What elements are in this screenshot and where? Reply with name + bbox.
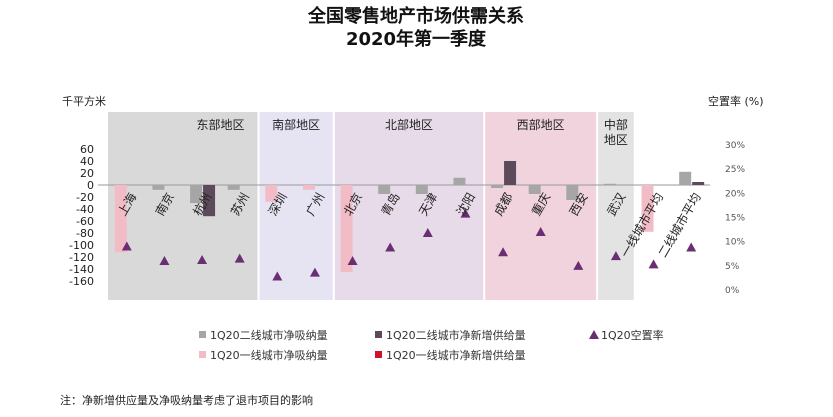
vacancy-marker	[197, 255, 208, 265]
bar	[453, 177, 466, 185]
legend-swatch	[375, 331, 382, 338]
bar	[114, 185, 127, 253]
bar	[302, 185, 315, 190]
vacancy-marker	[498, 247, 509, 257]
region-band	[108, 112, 259, 300]
vacancy-marker	[272, 271, 283, 281]
right-tick-label: 10%	[725, 238, 745, 248]
vacancy-marker	[648, 259, 659, 269]
legend: 1Q20二线城市净吸纳量 1Q20二线城市净新增供给量 1Q20空置率 1Q20一线城…	[199, 328, 664, 362]
vacancy-marker	[385, 242, 396, 252]
left-tick-label: -140	[69, 263, 94, 276]
left-tick-label: -80	[76, 227, 94, 240]
vacancy-marker	[309, 267, 320, 277]
vacancy-marker	[535, 227, 546, 236]
footnote: 注：净新增供应量及净吸纳量考虑了退市项目的影响	[60, 393, 313, 407]
right-tick-label: 15%	[725, 214, 745, 224]
bar-series	[114, 161, 705, 272]
right-tick-label: 25%	[725, 165, 745, 175]
vacancy-marker	[610, 251, 621, 261]
left-tick-label: 20	[80, 167, 94, 180]
bar	[415, 185, 428, 194]
vacancy-marker	[159, 256, 170, 265]
bar	[227, 185, 240, 190]
left-tick-label: -20	[76, 191, 94, 204]
vacancy-marker	[347, 256, 358, 265]
vacancy-marker	[460, 208, 471, 218]
region-band	[333, 112, 485, 300]
right-tick-label: 0%	[725, 286, 740, 296]
left-tick-label: -100	[69, 239, 94, 252]
left-tick-label: -60	[76, 215, 94, 228]
bar	[566, 185, 579, 200]
left-tick-label: 0	[87, 179, 94, 192]
right-axis-label: 空置率 (%)	[708, 94, 764, 108]
bar	[528, 185, 541, 194]
region-label: 地区	[604, 133, 628, 147]
region-label: 中部	[604, 117, 628, 132]
left-tick-label: 60	[80, 143, 94, 156]
legend-label: 1Q20二线城市净新增供给量	[386, 328, 526, 342]
vacancy-marker	[686, 242, 697, 252]
left-tick-label: -40	[76, 203, 94, 216]
chart-title-line1: 全国零售地产市场供需关系	[307, 5, 524, 27]
legend-swatch	[199, 331, 206, 338]
bar	[504, 161, 517, 185]
bar	[152, 185, 165, 190]
legend-swatch	[199, 351, 206, 358]
left-tick-label: -120	[69, 251, 94, 264]
vacancy-markers	[121, 208, 697, 281]
right-tick-label: 30%	[725, 141, 745, 151]
legend-label: 1Q20一线城市净新增供给量	[386, 348, 526, 362]
bar	[378, 185, 391, 194]
left-axis-label: 千平方米	[62, 94, 106, 108]
left-tick-label: -160	[69, 275, 94, 288]
legend-label: 1Q20一线城市净吸纳量	[210, 348, 328, 362]
legend-swatch	[589, 330, 599, 339]
vacancy-marker	[121, 241, 132, 251]
region-band	[258, 112, 334, 300]
bar	[203, 185, 216, 217]
bar	[491, 185, 504, 188]
region-band	[597, 112, 635, 300]
bar	[340, 185, 353, 272]
bar	[190, 185, 203, 203]
right-tick-label: 5%	[725, 262, 740, 272]
bar	[641, 185, 654, 232]
region-label: 东部地区	[196, 117, 244, 132]
legend-swatch	[375, 351, 382, 358]
region-label: 西部地区	[517, 117, 565, 132]
legend-label: 1Q20空置率	[601, 328, 664, 342]
right-tick-label: 20%	[725, 189, 745, 199]
region-label: 北部地区	[385, 117, 433, 132]
bar	[679, 171, 692, 185]
bar	[603, 183, 616, 185]
bar	[692, 182, 705, 185]
region-label: 南部地区	[272, 117, 320, 132]
left-tick-label: 40	[80, 155, 94, 168]
vacancy-marker	[234, 253, 245, 263]
bar	[265, 185, 278, 202]
legend-label: 1Q20二线城市净吸纳量	[210, 328, 328, 342]
chart-title-line2: 2020年第一季度	[346, 28, 487, 50]
vacancy-marker	[422, 227, 433, 237]
vacancy-marker	[573, 260, 584, 270]
